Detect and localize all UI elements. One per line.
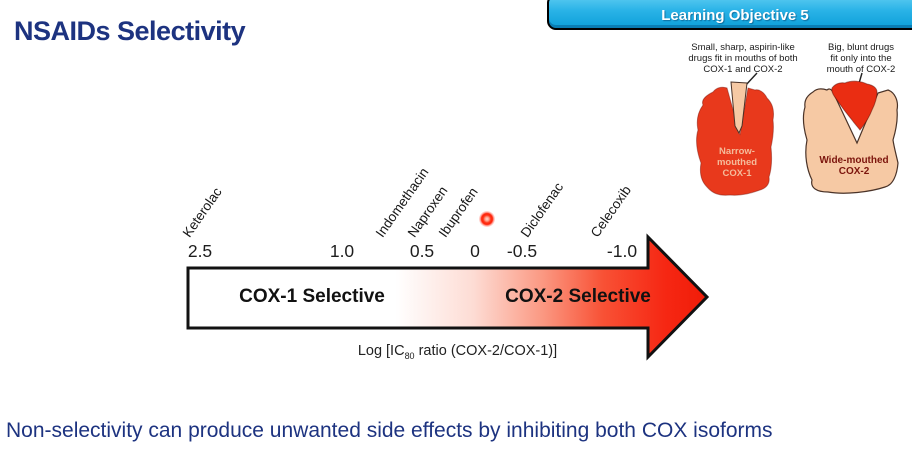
axis-ticks: 2.5 1.0 0.5 0 -0.5 -1.0 (0, 241, 912, 263)
cox2-drug-blob (831, 80, 878, 131)
drug-labels: Keterolac Indomethacin Naproxen Ibuprofen Di… (0, 145, 912, 240)
bottom-note: Non-selectivity can produce unwanted sid… (6, 419, 773, 442)
axis-tick-label: 0.5 (409, 241, 435, 261)
axis-tick-label: -1.0 (606, 241, 638, 261)
learning-objective-label: Learning Objective 5 (661, 7, 809, 24)
subscript-80: 80 (404, 350, 415, 361)
cox2-selective-label: COX-2 Selective (505, 286, 651, 307)
cox1-selective-label: COX-1 Selective (239, 286, 385, 307)
cox-molecules-illustration (696, 72, 899, 196)
page-title: NSAIDs Selectivity (14, 16, 246, 46)
laser-pointer-dot (479, 211, 495, 227)
axis-caption: Log [IC80 ratio (COX-2/COX-1)] (357, 343, 558, 361)
cox1-molecule-label: Narrow- mouthed COX-1 (716, 146, 758, 179)
cox2-annotation: Big, blunt drugs fit only into the mouth… (826, 42, 896, 75)
axis-tick-label: 0 (470, 241, 480, 261)
selectivity-arrow (186, 233, 710, 361)
axis-tick-label: 2.5 (187, 241, 213, 261)
cox1-annotation: Small, sharp, aspirin-like drugs fit in … (688, 42, 798, 75)
cox2-molecule-label: Wide-mouthed COX-2 (819, 155, 889, 177)
cox1-drug-sliver (730, 81, 748, 135)
axis-tick-label: -0.5 (506, 241, 538, 261)
learning-objective-badge: Learning Objective 5 (547, 0, 912, 30)
axis-tick-label: 1.0 (329, 241, 355, 261)
cox1-molecule-shape (696, 86, 774, 196)
arrow-shape (186, 233, 710, 361)
